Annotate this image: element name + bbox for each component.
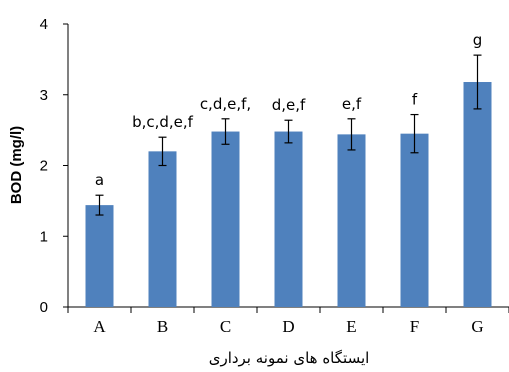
significance-label: a bbox=[95, 171, 104, 189]
bar bbox=[274, 131, 303, 307]
y-tick-label: 0 bbox=[40, 299, 48, 316]
x-tick-label: E bbox=[346, 317, 356, 336]
significance-label: c,d,e,f, bbox=[200, 95, 251, 113]
y-tick-label: 3 bbox=[40, 87, 48, 104]
bar bbox=[400, 133, 429, 307]
y-tick-label: 1 bbox=[40, 228, 48, 245]
error-bars bbox=[95, 54, 482, 216]
y-tick-label: 4 bbox=[40, 16, 48, 33]
significance-label: b,c,d,e,f bbox=[132, 113, 194, 131]
x-tick-label: D bbox=[282, 317, 294, 336]
x-axis: A B C D E F G bbox=[67, 306, 509, 336]
bars bbox=[85, 82, 492, 307]
bar bbox=[463, 82, 492, 307]
y-tick-label: 2 bbox=[40, 158, 48, 175]
x-tick-label: C bbox=[220, 317, 231, 336]
x-tick-label: A bbox=[93, 317, 106, 336]
significance-labels: a b,c,d,e,f c,d,e,f, d,e,f e,f f g bbox=[95, 31, 482, 189]
bar bbox=[211, 131, 240, 307]
y-axis-title: BOD (mg/l) bbox=[8, 126, 25, 204]
significance-label: f bbox=[412, 91, 418, 109]
x-tick-label: F bbox=[410, 317, 419, 336]
significance-label: g bbox=[473, 31, 483, 49]
x-tick-label: G bbox=[471, 317, 483, 336]
x-tick-label: B bbox=[157, 317, 168, 336]
x-axis-title: ایستگاه های نمونه برداری bbox=[209, 349, 370, 367]
bar bbox=[85, 205, 114, 307]
y-axis: 0 1 2 3 4 bbox=[40, 16, 69, 316]
significance-label: d,e,f bbox=[272, 96, 306, 114]
bar bbox=[337, 134, 366, 307]
significance-label: e,f bbox=[342, 95, 362, 113]
bar bbox=[148, 151, 177, 307]
